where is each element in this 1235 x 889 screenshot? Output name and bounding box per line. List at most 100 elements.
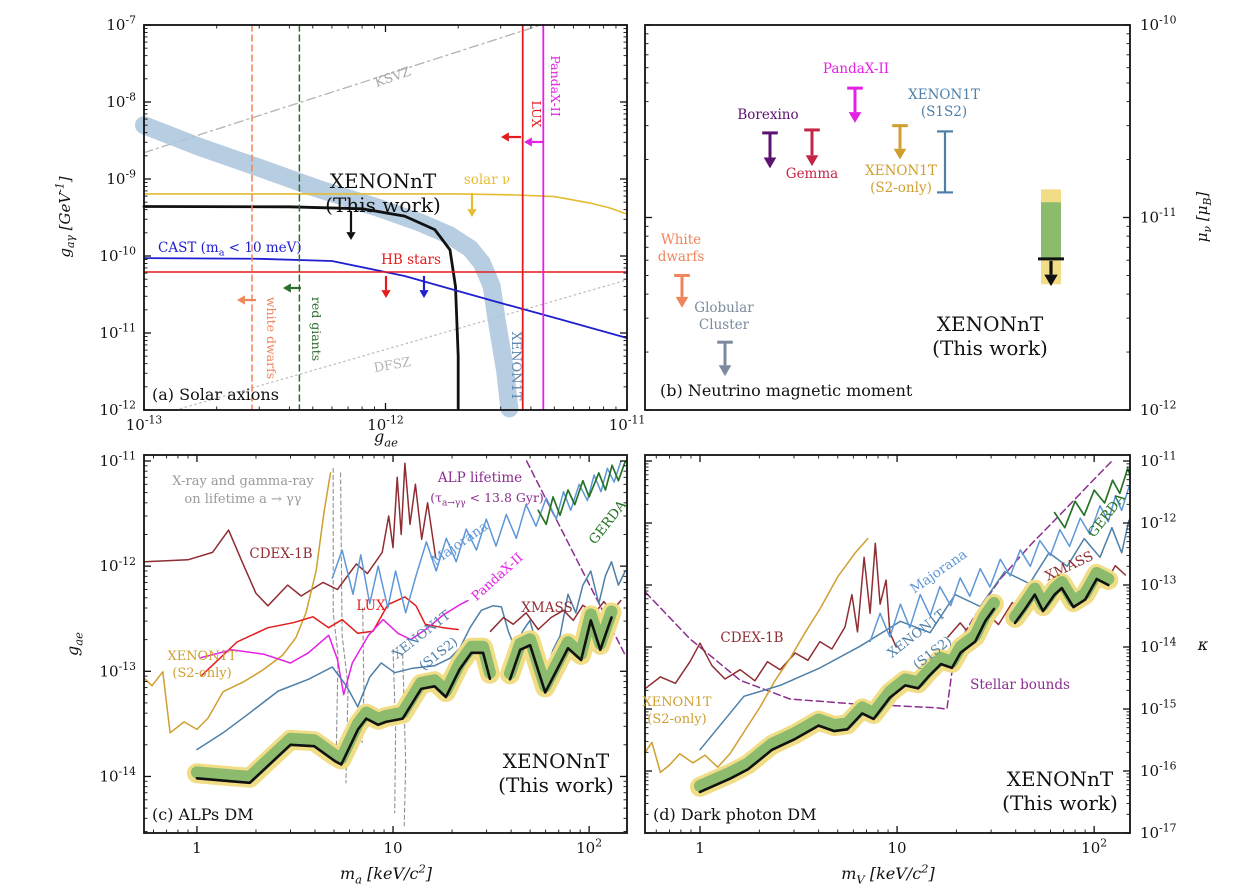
label-xenonnt: XENONnT [937, 312, 1044, 336]
annotation-arrow [524, 137, 543, 147]
series-gerda-curve [1053, 467, 1131, 529]
series-xenonnt-seg2-band-green [504, 605, 618, 693]
down-arrow-icon [718, 365, 732, 377]
label-this-work: (This work) [325, 193, 441, 217]
series-gerda-curve [537, 460, 627, 526]
label-pandax-ii: PandaX-II [548, 55, 563, 116]
label-on-lifetime-a: on lifetime a → γγ [184, 492, 301, 507]
annotation-arrow [237, 295, 256, 305]
label-x-ray-and-gamma-ray: X-ray and gamma-ray [172, 474, 314, 489]
series-stellar-bounds-curve [644, 460, 1113, 710]
series-dfsz-curve [174, 279, 628, 411]
y-tick-label: 10-12 [1140, 512, 1176, 532]
label-lux: LUX [356, 598, 386, 614]
series-pandax-ii-curve [200, 599, 469, 696]
series-xray-gamma-4-curve [392, 649, 397, 814]
y-tick-label: 10-12 [1140, 399, 1176, 419]
down-arrow-icon [346, 232, 356, 240]
series-xenon1t-s1s2-curve [196, 561, 627, 751]
series-xenonnt-seg2-curve [1013, 577, 1110, 625]
label-gemma: Gemma [786, 166, 838, 182]
series-xray-gamma-5-curve [402, 653, 407, 827]
y-tick-label: 10-16 [1140, 760, 1177, 780]
label-xenon1t: XENON1T [865, 163, 937, 179]
series-xray-gamma-3-curve [361, 607, 365, 744]
label-gerda: GERDA [586, 497, 630, 548]
label-s2-only: (S2-only) [647, 712, 706, 727]
label-xenonnt: XENONnT [503, 749, 610, 773]
left-arrow-icon [524, 137, 532, 147]
item-globular-cluster [717, 340, 733, 377]
label-a-solar-axions: (a) Solar axions [152, 385, 279, 404]
label-s2-only: (S2-only) [870, 180, 932, 196]
label-cluster: Cluster [699, 317, 750, 333]
x-tick-label: 10-11 [609, 414, 645, 434]
label-ksvz: KSVZ [373, 65, 413, 91]
y-axis-label: gaγ [GeV-1] [54, 176, 77, 257]
label-white-dwarfs: white dwarfs [264, 297, 279, 379]
label-borexino: Borexino [737, 107, 798, 123]
x-tick-label: 10-12 [367, 414, 403, 434]
series-layer [135, 24, 628, 418]
item-xenonnt-this-work [1038, 189, 1064, 287]
axis-ticks [144, 455, 627, 833]
annotation-arrow [419, 276, 429, 298]
label-cdex-1b: CDEX-1B [720, 630, 783, 646]
down-arrow-icon [381, 290, 391, 298]
y-axis-label: κ [1197, 635, 1209, 654]
series-xenonnt-seg1-band-green [694, 597, 1000, 792]
left-arrow-icon [283, 283, 291, 293]
down-arrow-icon [1044, 274, 1058, 287]
x-tick-label: 10-13 [126, 414, 163, 434]
series-xenon1t-s1s2-curve [699, 519, 1130, 751]
down-arrow-icon [675, 296, 689, 308]
label-xmass: XMASS [521, 600, 572, 616]
axis-ticks [645, 455, 1130, 834]
x-tick-label: 10 [888, 839, 907, 857]
y-tick-label: 10-12 [100, 555, 136, 575]
series-xenon1t-band-curve [135, 116, 519, 418]
item-xenon1t-s1s2 [937, 130, 953, 194]
label-stellar-bounds: Stellar bounds [970, 677, 1070, 693]
label-s1s2: (S1S2) [921, 104, 967, 120]
y-tick-label: 10-10 [1140, 14, 1177, 34]
left-arrow-icon [237, 295, 245, 305]
series-layer [644, 460, 1131, 797]
annotation-arrow [501, 132, 521, 142]
label-this-work: (This work) [498, 773, 614, 797]
annotation-arrow [283, 283, 301, 293]
label-xenonnt: XENONnT [1007, 767, 1114, 791]
series-cdex-1b-curve [143, 462, 437, 607]
label-solar: solar ν [464, 172, 510, 188]
y-tick-label: 10-10 [100, 245, 137, 265]
label-a-13-8-gyr: (τa→γγ < 13.8 Gyr) [430, 490, 544, 508]
label-b-neutrino-magnetic-moment: (b) Neutrino magnetic moment [660, 381, 913, 400]
item-white-dwarfs [674, 273, 690, 308]
series-xenonnt-seg2-band-green [1009, 567, 1115, 623]
y-tick-label: 10-8 [106, 91, 136, 111]
x-tick-label: 102 [576, 837, 602, 857]
y-tick-label: 10-12 [100, 399, 136, 419]
label-c-alps-dm: (c) ALPs DM [152, 805, 254, 824]
series-cast-curve [143, 257, 628, 339]
x-axis-label: gae [374, 427, 398, 449]
axis-ticks [645, 24, 1130, 411]
y-tick-label: 10-13 [100, 660, 137, 680]
series-xenonnt-limit-curve [142, 205, 460, 410]
series-xenon1t-s2-only-curve [644, 537, 869, 774]
x-tick-label: 10 [383, 839, 402, 857]
item-borexino [762, 131, 778, 169]
series-cdex-1b-curve [644, 542, 897, 690]
series-xenonnt-seg1-band-green [190, 640, 496, 783]
label-red-giants: red giants [309, 297, 324, 361]
y-tick-label: 10-14 [100, 765, 137, 785]
axis-ticks [143, 24, 628, 411]
panel-frame [644, 454, 1131, 834]
y-tick-label: 10-13 [1140, 574, 1177, 594]
down-arrow-icon [467, 209, 477, 217]
y-tick-label: 10-15 [1140, 698, 1177, 718]
series-solar-nu-curve [143, 193, 628, 215]
down-arrow-icon [848, 112, 862, 123]
y-tick-label: 10-11 [1140, 206, 1176, 226]
